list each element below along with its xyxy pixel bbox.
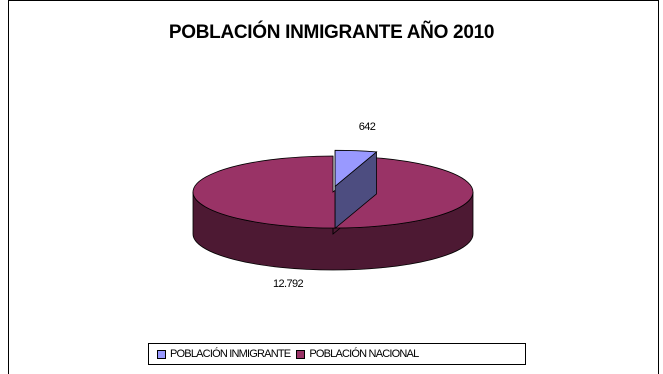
legend-swatch-inmigrante — [157, 349, 166, 359]
legend-item-inmigrante: POBLACIÓN INMIGRANTE — [157, 348, 291, 360]
pie-slice-nacional — [192, 155, 474, 271]
pie-top-inmigrante — [334, 149, 378, 188]
data-label-inmigrante: 642 — [359, 121, 376, 133]
legend-label-nacional: POBLACIÓN NACIONAL — [309, 348, 419, 360]
chart-frame — [8, 0, 659, 374]
legend-swatch-nacional — [296, 349, 306, 359]
pie-top-nacional — [192, 155, 474, 229]
pie-slice-inmigrante — [334, 149, 378, 230]
data-label-nacional: 12.792 — [273, 278, 304, 290]
legend-item-nacional: POBLACIÓN NACIONAL — [296, 348, 419, 360]
chart-title: POBLACIÓN INMIGRANTE AÑO 2010 — [168, 22, 495, 43]
legend: POBLACIÓN INMIGRANTE POBLACIÓN NACIONAL — [148, 343, 526, 365]
legend-label-inmigrante: POBLACIÓN INMIGRANTE — [170, 348, 291, 360]
